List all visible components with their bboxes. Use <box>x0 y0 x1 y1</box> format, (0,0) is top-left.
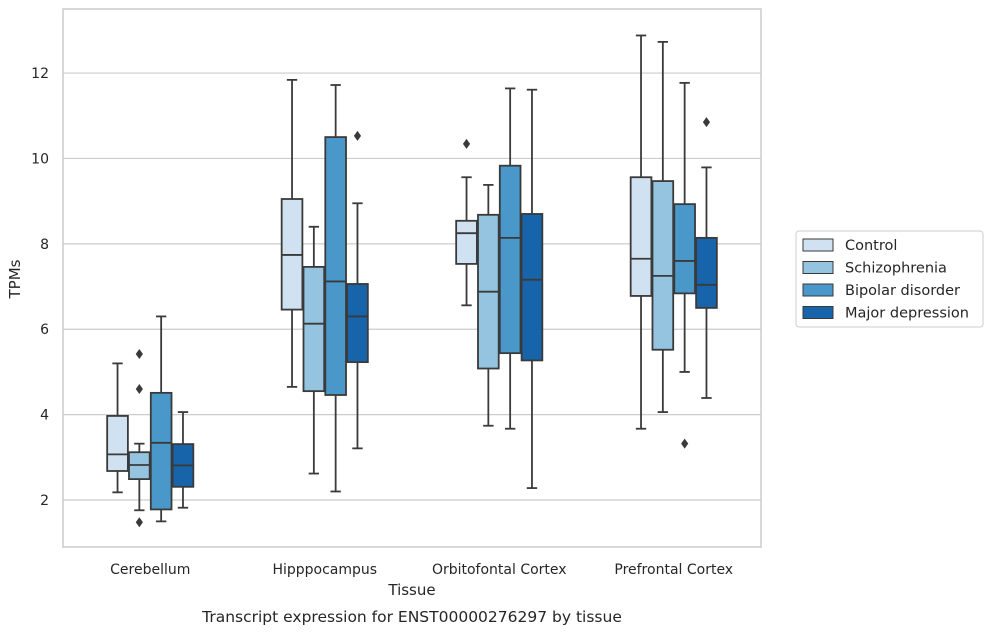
plot-frame <box>62 8 762 548</box>
x-axis-label: Tissue <box>387 581 435 599</box>
outlier-point-0 <box>702 117 711 128</box>
series-bipolar-disorder <box>149 81 696 523</box>
box-2-0 <box>149 315 173 523</box>
box-iqr <box>651 180 675 351</box>
box-0-0 <box>106 362 129 494</box>
x-tick-label-3: Prefrontal Cortex <box>614 562 733 578</box>
legend-swatch-2 <box>802 283 834 297</box>
y-tick-label-6: 6 <box>40 322 49 338</box>
series-major-depression <box>171 88 718 509</box>
legend-label-2: Bipolar disorder <box>845 283 960 299</box>
y-tick-label-10: 10 <box>31 151 49 167</box>
box-3-3 <box>695 117 718 399</box>
box-iqr <box>498 164 522 355</box>
gridlines <box>63 72 761 501</box>
y-tick-label-2: 2 <box>40 493 49 509</box>
legend-swatch-1 <box>802 261 834 274</box>
box-iqr <box>149 391 173 511</box>
legend: Control Schizophrenia Bipolar disorder Majo… <box>795 230 984 328</box>
box-iqr <box>520 213 544 362</box>
box-1-2 <box>477 184 500 427</box>
outlier-point-0 <box>462 138 471 149</box>
outlier-point-1 <box>135 384 143 395</box>
x-tick-label-1: Hipppocampus <box>272 562 377 578</box>
box-0-3 <box>629 34 653 430</box>
legend-label-1: Schizophrenia <box>845 261 947 277</box>
x-tick-label-0: Cerebellum <box>110 562 190 578</box>
box-1-0 <box>128 349 151 528</box>
x-tick-label-2: Orbitofontal Cortex <box>432 562 567 578</box>
box-0-2 <box>455 138 478 307</box>
box-0-1 <box>280 78 304 388</box>
y-axis-label: TPMs <box>6 259 24 299</box>
outlier-point-0 <box>135 349 143 360</box>
box-iqr <box>455 219 478 265</box>
y-axis-ticks: 2 4 6 8 10 12 <box>31 66 49 509</box>
box-iqr <box>106 415 129 472</box>
legend-label-3: Major depression <box>845 306 969 322</box>
y-tick-label-12: 12 <box>31 66 49 82</box>
legend-swatch-3 <box>802 306 834 319</box>
outlier-point-0 <box>353 130 362 141</box>
box-2-1 <box>324 84 347 493</box>
chart-caption: Transcript expression for ENST0000027629… <box>201 608 622 626</box>
outlier-point-2 <box>135 517 143 528</box>
outlier-point-0 <box>681 438 689 449</box>
y-tick-label-8: 8 <box>40 237 49 253</box>
box-3-0 <box>171 411 195 509</box>
box-iqr <box>673 203 696 295</box>
box-iqr <box>346 283 369 364</box>
box-1-3 <box>651 40 675 413</box>
box-iqr <box>695 236 718 309</box>
box-3-1 <box>346 130 369 450</box>
legend-label-0: Control <box>845 238 897 254</box>
box-iqr <box>629 176 653 297</box>
box-iqr <box>302 265 326 393</box>
box-iqr <box>324 136 347 396</box>
box-3-2 <box>520 88 544 489</box>
box-2-2 <box>498 87 522 430</box>
box-1-1 <box>302 225 326 475</box>
x-axis-ticks: Cerebellum Hipppocampus Orbitofontal Corte… <box>110 562 733 578</box>
legend-swatch-0 <box>802 238 834 252</box>
box-series <box>106 34 718 528</box>
series-control <box>106 34 653 494</box>
y-tick-label-4: 4 <box>40 408 49 424</box>
series-schizophrenia <box>128 40 675 528</box>
legend-frame <box>795 230 984 328</box>
box-2-3 <box>673 81 696 449</box>
